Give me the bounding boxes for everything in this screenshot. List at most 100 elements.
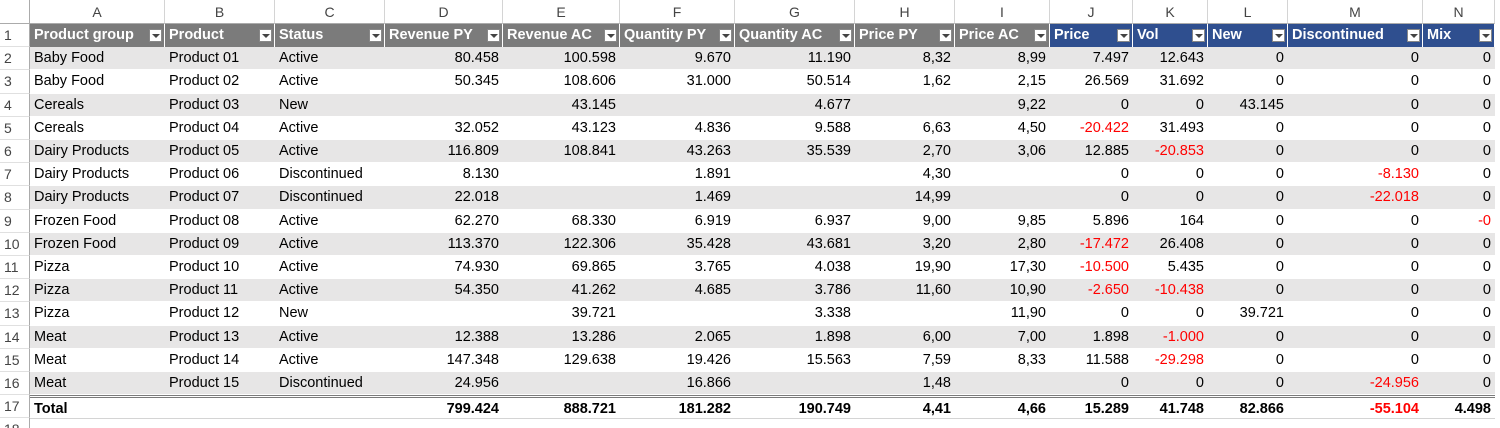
row-number[interactable]: 1 — [0, 24, 30, 48]
table-cell[interactable]: 0 — [1208, 209, 1288, 233]
row-number[interactable]: 10 — [0, 232, 30, 256]
table-cell[interactable]: 0 — [1288, 302, 1423, 326]
table-cell[interactable]: 0 — [1208, 163, 1288, 187]
table-cell[interactable]: 1.898 — [1050, 325, 1133, 349]
table-cell[interactable]: Pizza — [30, 302, 165, 326]
table-cell[interactable]: 11,60 — [855, 279, 955, 303]
table-cell[interactable]: 1.898 — [735, 325, 855, 349]
table-cell[interactable]: 26.408 — [1133, 232, 1208, 256]
filter-button[interactable] — [259, 29, 272, 42]
table-cell[interactable]: 4.685 — [620, 279, 735, 303]
table-cell[interactable]: Product 10 — [165, 256, 275, 280]
filter-button[interactable] — [604, 29, 617, 42]
table-cell[interactable]: 0 — [1288, 140, 1423, 164]
header-cell[interactable]: Product group — [30, 24, 165, 48]
table-cell[interactable]: 3.338 — [735, 302, 855, 326]
column-letter[interactable]: N — [1423, 0, 1495, 24]
row-number[interactable]: 5 — [0, 116, 30, 140]
header-cell[interactable]: New — [1208, 24, 1288, 48]
table-cell[interactable] — [503, 186, 620, 210]
filter-button[interactable] — [1407, 29, 1420, 42]
table-cell[interactable]: 4,30 — [855, 163, 955, 187]
table-cell[interactable]: Frozen Food — [30, 209, 165, 233]
table-cell[interactable]: 0 — [1423, 372, 1495, 396]
table-cell[interactable]: 3.765 — [620, 256, 735, 280]
row-number[interactable]: 9 — [0, 209, 30, 233]
table-cell[interactable]: Active — [275, 325, 385, 349]
table-cell[interactable]: 0 — [1423, 325, 1495, 349]
table-cell[interactable]: 0 — [1208, 279, 1288, 303]
table-cell[interactable]: 0 — [1133, 372, 1208, 396]
filter-button[interactable] — [1117, 29, 1130, 42]
total-cell[interactable]: 181.282 — [620, 395, 735, 418]
table-cell[interactable]: Meat — [30, 325, 165, 349]
table-cell[interactable]: -22.018 — [1288, 186, 1423, 210]
table-cell[interactable]: -24.956 — [1288, 372, 1423, 396]
table-cell[interactable]: 0 — [1423, 348, 1495, 372]
table-cell[interactable]: 129.638 — [503, 348, 620, 372]
table-cell[interactable]: 0 — [1288, 325, 1423, 349]
table-cell[interactable]: 2.065 — [620, 325, 735, 349]
table-cell[interactable]: Product 14 — [165, 348, 275, 372]
table-cell[interactable]: 12.643 — [1133, 47, 1208, 71]
table-cell[interactable]: 6.919 — [620, 209, 735, 233]
table-cell[interactable]: 116.809 — [385, 140, 503, 164]
table-cell[interactable]: 2,70 — [855, 140, 955, 164]
row-number[interactable]: 11 — [0, 256, 30, 280]
table-cell[interactable] — [735, 372, 855, 396]
row-number[interactable]: 6 — [0, 140, 30, 164]
total-cell[interactable]: Total — [30, 395, 165, 418]
header-cell[interactable]: Mix — [1423, 24, 1495, 48]
row-number[interactable]: 16 — [0, 372, 30, 396]
table-cell[interactable]: Active — [275, 279, 385, 303]
table-cell[interactable]: 11.588 — [1050, 348, 1133, 372]
column-letter[interactable]: M — [1288, 0, 1423, 24]
table-cell[interactable]: 5.896 — [1050, 209, 1133, 233]
table-cell[interactable]: 6,00 — [855, 325, 955, 349]
table-cell[interactable]: 100.598 — [503, 47, 620, 71]
header-cell[interactable]: Revenue PY — [385, 24, 503, 48]
table-cell[interactable]: 0 — [1423, 140, 1495, 164]
table-cell[interactable]: 3,20 — [855, 232, 955, 256]
row-number[interactable]: 8 — [0, 186, 30, 210]
table-cell[interactable]: 122.306 — [503, 232, 620, 256]
table-cell[interactable]: 108.606 — [503, 70, 620, 94]
table-cell[interactable]: 0 — [1050, 302, 1133, 326]
table-cell[interactable] — [620, 93, 735, 117]
table-cell[interactable] — [735, 186, 855, 210]
table-cell[interactable]: 8,32 — [855, 47, 955, 71]
column-letter[interactable]: E — [503, 0, 620, 24]
table-cell[interactable]: 4.836 — [620, 116, 735, 140]
filter-button[interactable] — [1479, 29, 1492, 42]
table-cell[interactable]: 164 — [1133, 209, 1208, 233]
table-cell[interactable]: 4.038 — [735, 256, 855, 280]
table-cell[interactable]: Pizza — [30, 256, 165, 280]
table-cell[interactable]: 11.190 — [735, 47, 855, 71]
total-cell[interactable]: 4.498 — [1423, 395, 1495, 418]
table-cell[interactable]: 69.865 — [503, 256, 620, 280]
table-cell[interactable]: -10.500 — [1050, 256, 1133, 280]
table-cell[interactable] — [735, 163, 855, 187]
header-cell[interactable]: Vol — [1133, 24, 1208, 48]
total-cell[interactable]: 15.289 — [1050, 395, 1133, 418]
table-cell[interactable]: 39.721 — [503, 302, 620, 326]
column-letter[interactable]: A — [30, 0, 165, 24]
table-cell[interactable]: 0 — [1133, 93, 1208, 117]
total-cell[interactable]: 82.866 — [1208, 395, 1288, 418]
table-cell[interactable]: 4,50 — [955, 116, 1050, 140]
table-cell[interactable]: 19.426 — [620, 348, 735, 372]
table-cell[interactable] — [620, 302, 735, 326]
table-cell[interactable]: Product 01 — [165, 47, 275, 71]
table-cell[interactable]: 1.469 — [620, 186, 735, 210]
table-cell[interactable]: 0 — [1208, 232, 1288, 256]
table-cell[interactable]: -8.130 — [1288, 163, 1423, 187]
header-cell[interactable]: Quantity PY — [620, 24, 735, 48]
table-cell[interactable]: Meat — [30, 372, 165, 396]
table-cell[interactable]: 50.345 — [385, 70, 503, 94]
table-cell[interactable]: 0 — [1423, 47, 1495, 71]
table-cell[interactable]: 1,48 — [855, 372, 955, 396]
table-cell[interactable]: 8,99 — [955, 47, 1050, 71]
table-cell[interactable]: 0 — [1208, 325, 1288, 349]
table-cell[interactable]: 1.891 — [620, 163, 735, 187]
table-cell[interactable] — [503, 372, 620, 396]
